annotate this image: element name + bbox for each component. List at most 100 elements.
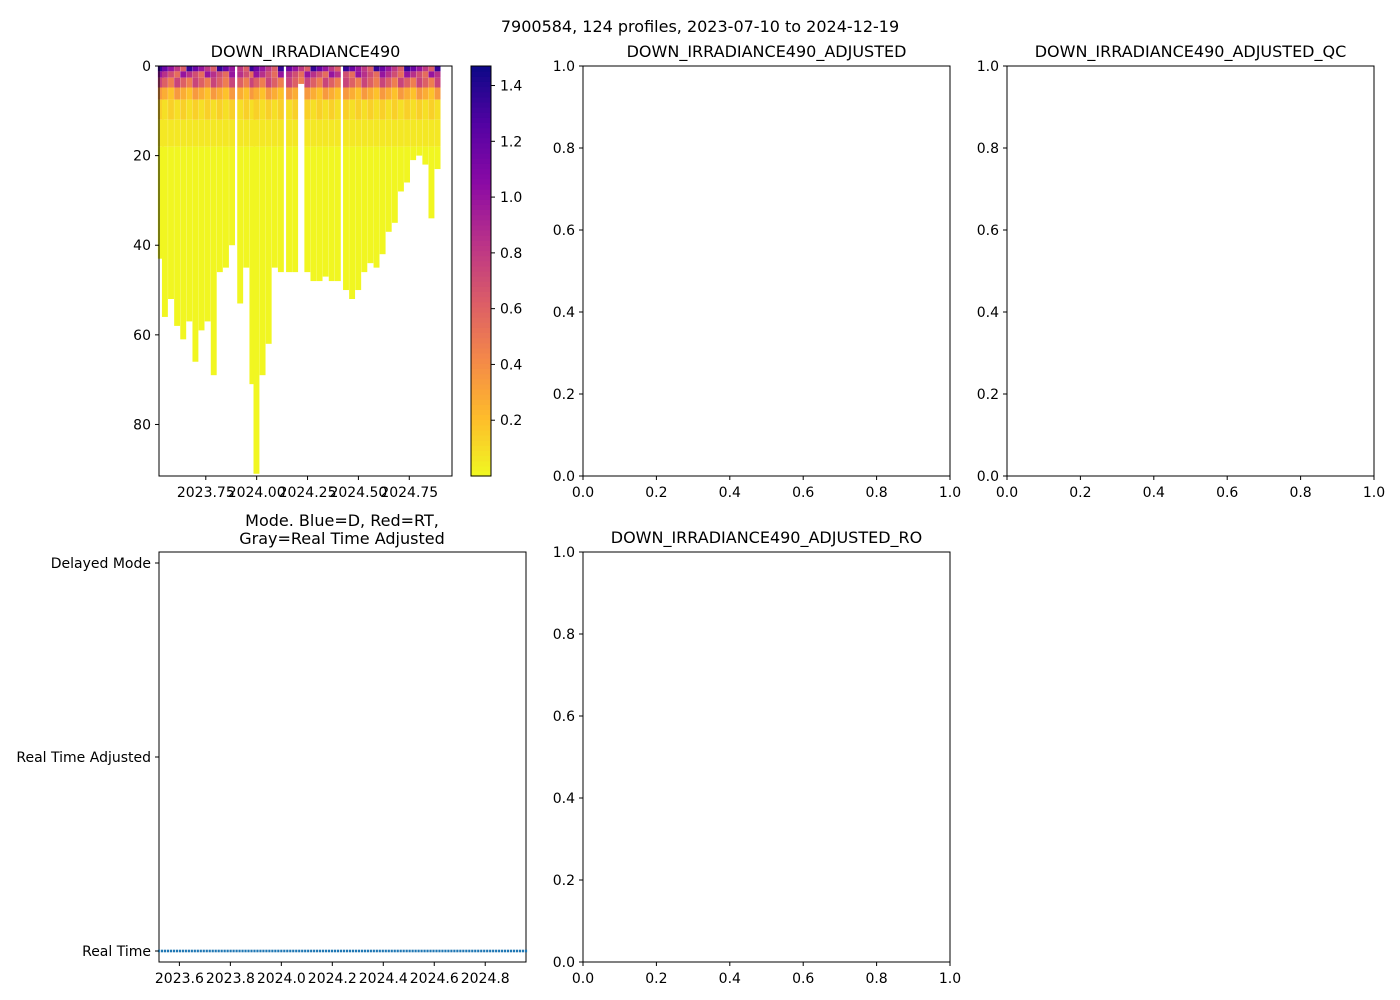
mode-marker xyxy=(166,949,170,953)
mode-marker xyxy=(193,949,196,953)
colorbar-tick-label: 0.6 xyxy=(500,302,522,318)
heatmap-cell xyxy=(286,77,292,88)
heatmap-cell xyxy=(328,119,335,147)
heatmap-column xyxy=(349,66,356,300)
heatmap-cell xyxy=(410,71,417,78)
colorbar-segment xyxy=(471,163,491,170)
heatmap-cell xyxy=(373,146,380,268)
heatmap-cell xyxy=(198,99,205,120)
colorbar-segment xyxy=(471,445,491,451)
heatmap-cell xyxy=(304,87,311,100)
heatmap-cell xyxy=(229,119,236,147)
heatmap-cell xyxy=(259,71,266,78)
y-tick-label: 1.0 xyxy=(977,59,999,75)
mode-marker xyxy=(480,949,483,953)
heatmap-cell xyxy=(271,99,278,120)
x-tick-label: 2023.75 xyxy=(177,485,235,501)
colorbar-tick-label: 0.2 xyxy=(500,413,522,429)
heatmap-cell xyxy=(204,87,211,100)
mode-marker xyxy=(214,949,217,953)
heatmap-cell xyxy=(349,66,356,72)
colorbar-segment xyxy=(471,107,491,113)
heatmap-cell xyxy=(210,71,217,78)
mode-marker xyxy=(235,949,238,953)
x-tick-label: 0.4 xyxy=(719,971,741,987)
mode-marker xyxy=(384,949,387,953)
heatmap-cell xyxy=(286,71,292,78)
x-tick-label: 2024.6 xyxy=(410,971,459,987)
heatmap-cell xyxy=(349,99,356,120)
heatmap-cell xyxy=(253,77,260,88)
heatmap-cell xyxy=(428,87,435,100)
heatmap-cell xyxy=(334,146,341,282)
mode-marker xyxy=(411,949,414,953)
y-tick-label: 60 xyxy=(133,328,151,344)
mode-marker xyxy=(474,949,477,953)
mode-marker xyxy=(211,949,214,953)
heatmap-cell xyxy=(192,99,199,120)
heatmap-cell xyxy=(349,119,356,147)
heatmap-cell xyxy=(404,119,410,147)
heatmap-column xyxy=(298,66,305,84)
heatmap-column xyxy=(355,66,362,291)
colorbar-segment xyxy=(471,358,491,364)
y-tick-label: 1.0 xyxy=(553,59,575,75)
heatmap-cell xyxy=(361,146,368,273)
heatmap-cell xyxy=(210,77,217,88)
colorbar-segment xyxy=(471,286,491,293)
x-tick-label: 0.6 xyxy=(1216,485,1238,501)
heatmap-cell xyxy=(174,119,181,147)
colorbar-segment xyxy=(471,332,491,339)
mode-marker xyxy=(438,949,441,953)
x-tick-label: 0.8 xyxy=(865,485,887,501)
heatmap-column xyxy=(373,66,380,268)
mode-marker xyxy=(405,949,408,953)
colorbar-segment xyxy=(471,245,491,252)
heatmap-cell xyxy=(367,146,374,264)
mode-marker xyxy=(322,949,325,953)
mode-marker xyxy=(187,949,190,953)
heatmap-cell xyxy=(237,99,244,120)
colorbar-segment xyxy=(471,337,491,344)
heatmap-cell xyxy=(253,119,260,147)
heatmap-cell xyxy=(216,71,223,78)
mode-marker xyxy=(265,949,268,953)
colorbar-segment xyxy=(471,178,491,185)
heatmap-cell xyxy=(286,146,292,273)
colorbar-segment xyxy=(471,450,491,457)
heatmap-cell xyxy=(355,99,362,120)
mode-marker xyxy=(432,949,435,953)
heatmap-cell xyxy=(204,119,211,147)
heatmap-cell xyxy=(216,87,223,100)
mode-marker xyxy=(324,949,328,953)
x-tick-label: 0.2 xyxy=(1069,485,1091,501)
heatmap-cell xyxy=(259,66,266,72)
heatmap-cell xyxy=(367,119,374,147)
heatmap-cell xyxy=(379,146,386,255)
heatmap-cell xyxy=(180,119,187,147)
heatmap-column xyxy=(210,66,217,376)
heatmap-cell xyxy=(428,66,435,72)
heatmap-cell xyxy=(168,66,174,72)
colorbar-segment xyxy=(471,317,491,323)
heatmap-cell xyxy=(186,77,193,88)
heatmap-cell xyxy=(161,71,168,78)
heatmap-cell xyxy=(310,77,317,88)
colorbar-segment xyxy=(471,71,491,77)
heatmap-column xyxy=(192,66,199,362)
heatmap-cell xyxy=(416,77,423,88)
heatmap-cell xyxy=(186,87,193,100)
heatmap-cell xyxy=(210,146,217,376)
mode-marker xyxy=(175,949,179,953)
mode-marker xyxy=(348,949,352,953)
heatmap-cell xyxy=(397,99,404,120)
heatmap-cell xyxy=(222,146,229,268)
heatmap-column xyxy=(310,66,317,282)
mode-marker xyxy=(208,949,211,953)
y-tick-label: 0.6 xyxy=(977,223,999,239)
heatmap-cell xyxy=(428,77,435,88)
mode-marker xyxy=(506,949,510,953)
heatmap-cell xyxy=(161,99,168,120)
heatmap-cell xyxy=(265,71,272,78)
heatmap-cell xyxy=(286,87,292,100)
